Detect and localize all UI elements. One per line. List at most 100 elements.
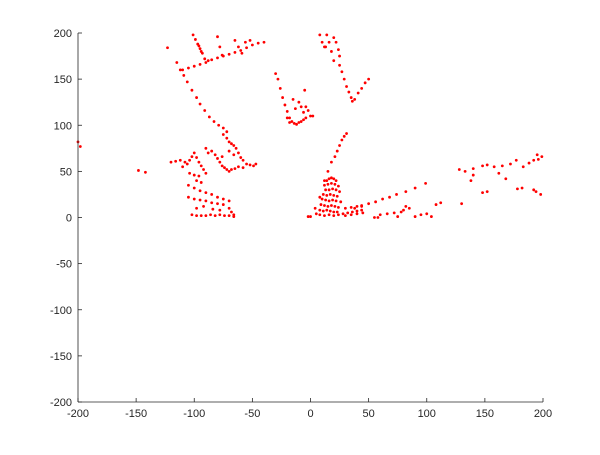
data-point [302,110,305,114]
data-point [395,193,398,196]
data-point [204,199,208,203]
data-point [204,214,208,218]
data-point [333,182,337,186]
data-point [291,98,295,101]
data-point [327,213,331,217]
data-point [345,132,348,135]
data-point [248,38,252,42]
data-point [254,162,258,166]
data-point [349,96,353,99]
data-point [340,70,344,74]
data-point [232,153,236,157]
x-tick-label: 100 [418,408,436,420]
data-point [216,56,219,60]
data-point [223,214,226,218]
data-point [326,182,330,186]
data-point [333,155,337,159]
data-point [197,44,201,48]
data-point [314,212,318,216]
data-point [355,205,359,208]
data-point [334,179,338,183]
data-point [190,213,194,217]
data-point [199,50,203,53]
data-point [220,164,224,168]
data-point [203,57,207,61]
data-point [202,168,205,171]
data-point [292,122,296,125]
data-point [182,74,186,77]
data-point [192,173,196,177]
data-point [360,208,364,212]
data-point [192,186,196,190]
data-point [485,190,489,194]
x-tick-label: -200 [67,408,89,420]
data-point [347,90,351,94]
data-point [343,206,347,210]
data-point [325,179,329,183]
data-point [221,197,225,201]
data-point [430,215,433,218]
data-point [175,61,179,64]
data-point [185,80,189,84]
x-tick-label: 200 [534,408,552,420]
data-point [392,211,396,215]
data-point [283,103,287,107]
data-point [206,151,210,155]
data-point [192,197,196,201]
data-point [337,48,340,52]
data-point [323,183,326,187]
data-point [299,105,303,109]
data-point [241,158,245,162]
data-point [350,99,354,103]
data-point [402,208,405,212]
data-point [318,208,322,212]
data-point [204,191,208,194]
data-point [349,213,353,217]
data-point [220,155,224,159]
data-points [76,33,544,219]
data-point [191,33,195,37]
data-point [274,72,278,75]
data-point [220,53,224,57]
data-point [321,193,325,196]
y-tick-label: 100 [54,120,72,132]
data-point [227,52,231,56]
data-point [199,164,203,168]
data-point [197,174,201,178]
data-point [532,158,536,162]
data-point [216,157,219,160]
data-point [293,107,297,111]
data-point [237,165,240,169]
data-point [367,202,371,206]
y-tick-label: -150 [50,351,72,363]
x-tick-label: 50 [363,408,375,420]
data-point [360,86,364,90]
data-point [332,193,336,197]
data-point [330,50,333,53]
data-point [413,215,417,218]
data-point [335,149,339,153]
data-point [481,164,484,168]
data-point [330,176,333,180]
data-point [328,209,332,213]
data-point [323,214,326,218]
data-point [195,156,198,159]
data-point [463,169,467,173]
data-point [353,98,357,101]
data-point [320,40,324,44]
data-point [313,206,317,210]
data-point [178,158,182,162]
data-point [204,61,208,64]
data-point [356,91,360,95]
data-point [227,199,231,203]
data-point [355,212,359,216]
x-tick-label: -100 [183,408,205,420]
data-point [504,177,508,181]
data-point [425,212,429,216]
data-point [342,134,346,138]
data-point [210,193,214,196]
data-point [244,40,247,44]
data-point [325,33,329,37]
data-point [225,130,229,134]
